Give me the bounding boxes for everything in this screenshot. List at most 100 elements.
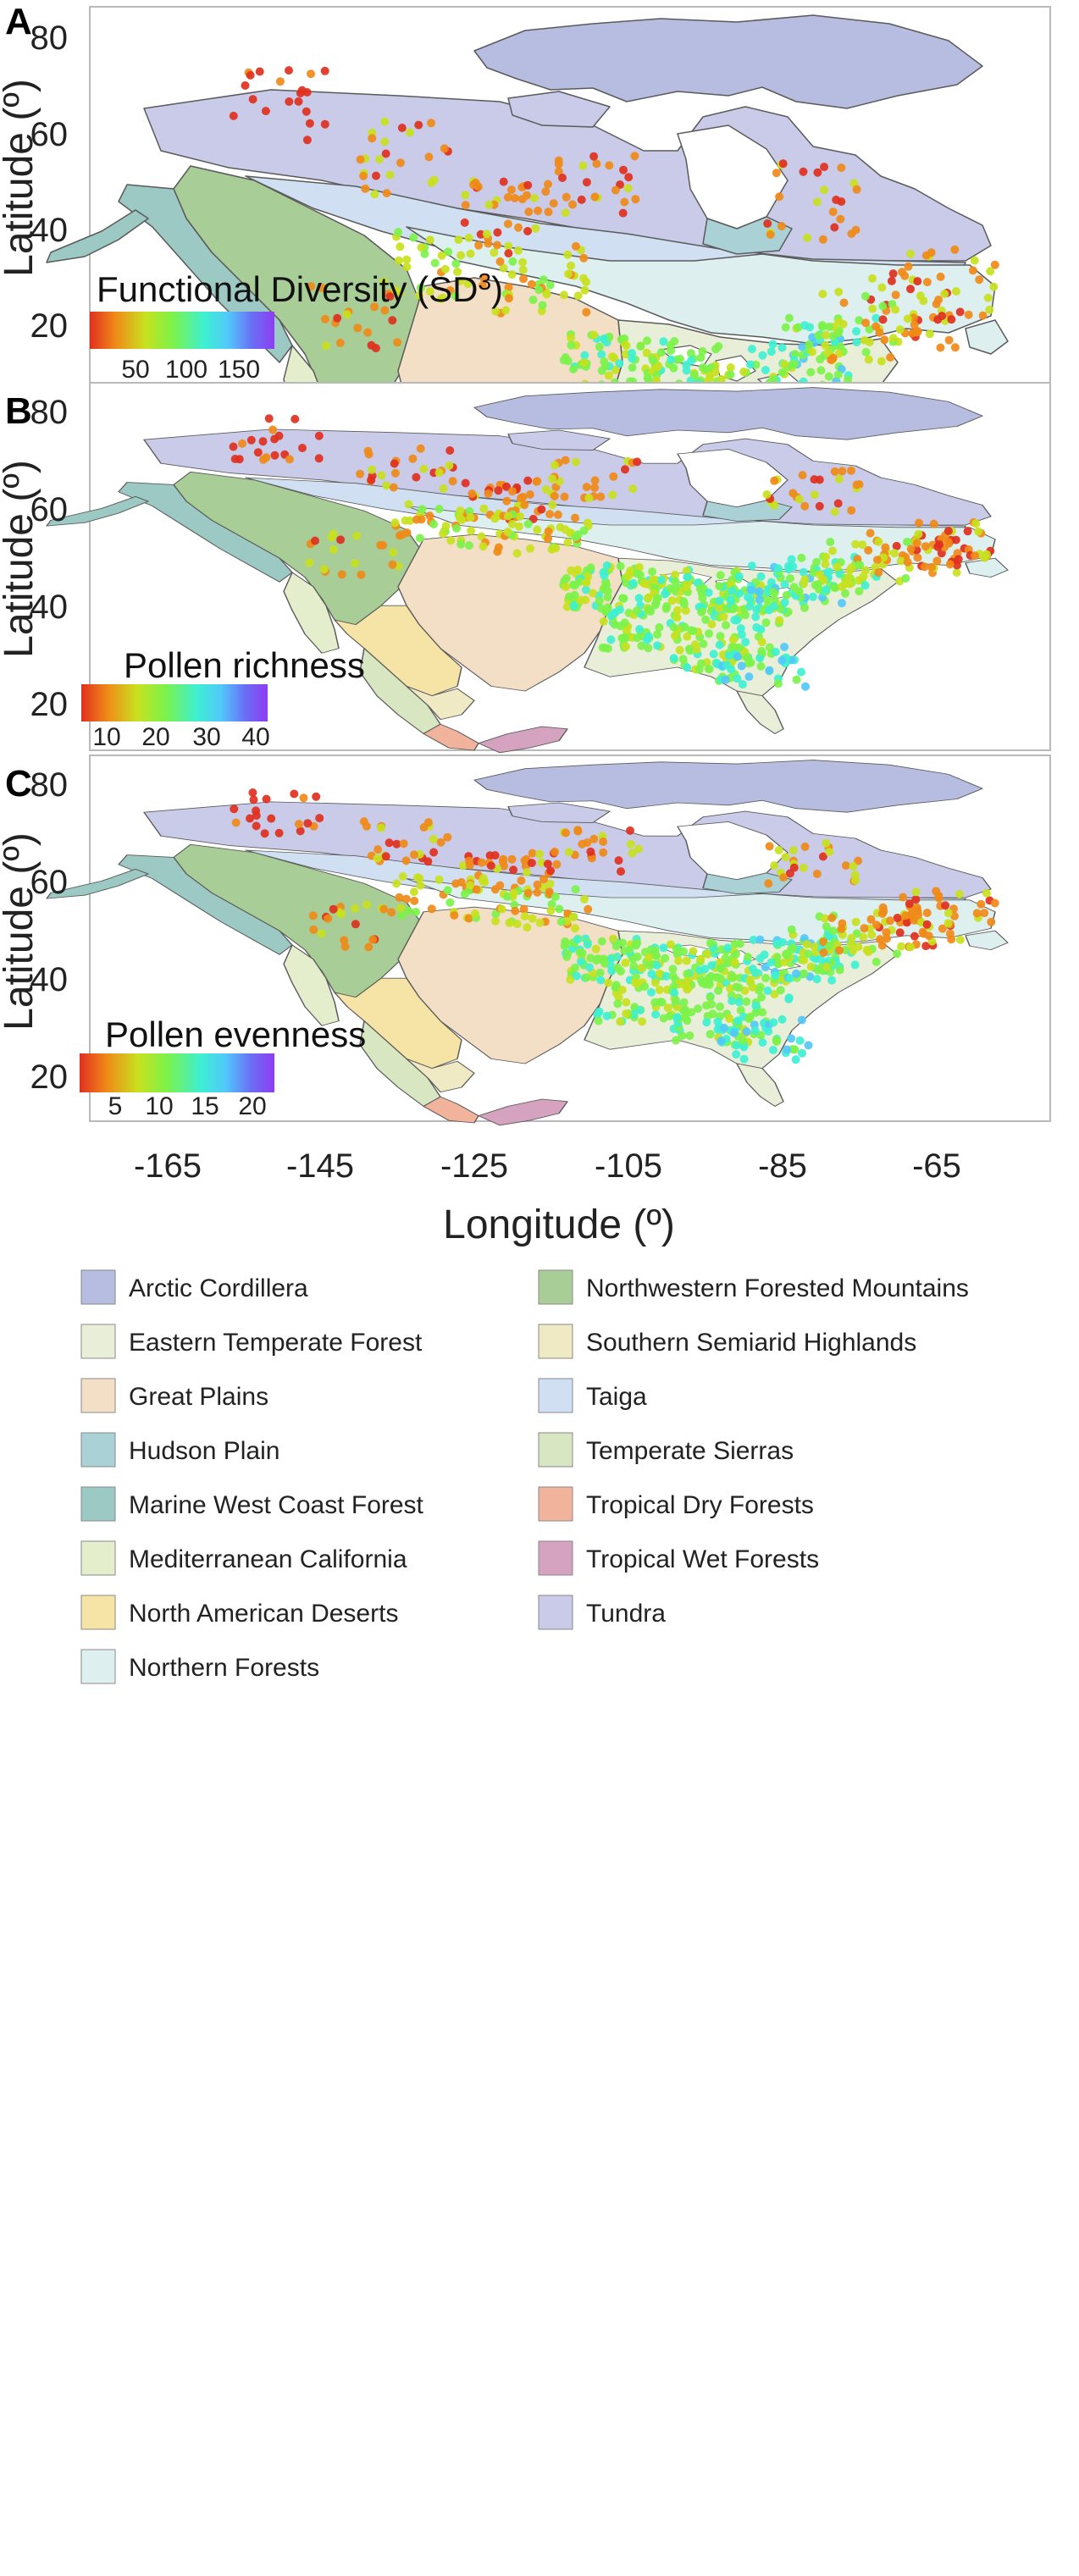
site-point <box>582 973 591 982</box>
site-point <box>622 626 631 635</box>
site-point <box>620 618 629 627</box>
site-point <box>822 962 831 971</box>
site-point <box>261 107 270 116</box>
site-point <box>395 893 404 902</box>
site-point <box>702 1018 711 1027</box>
site-point <box>800 842 810 851</box>
site-point <box>874 568 883 578</box>
site-point <box>571 513 579 522</box>
site-point <box>726 984 734 993</box>
site-point <box>932 556 942 566</box>
site-point <box>751 1001 761 1010</box>
site-point <box>659 337 668 346</box>
site-point <box>812 557 822 567</box>
site-point <box>390 468 400 478</box>
site-point <box>253 448 263 457</box>
site-point <box>739 1036 747 1045</box>
site-point <box>555 904 564 914</box>
site-point <box>723 943 733 953</box>
site-point <box>714 986 723 995</box>
site-point <box>464 914 473 923</box>
site-point <box>545 280 555 290</box>
site-point <box>706 1030 715 1039</box>
site-point <box>238 439 246 448</box>
site-point <box>784 994 794 1003</box>
site-point <box>667 346 675 355</box>
site-point <box>359 171 368 180</box>
site-point <box>875 328 884 337</box>
site-point <box>370 302 379 312</box>
panel-letter: A <box>5 1 32 42</box>
site-point <box>397 911 407 920</box>
site-point <box>230 804 239 814</box>
site-point <box>510 194 519 202</box>
y-tick-label: 40 <box>30 212 69 249</box>
site-point <box>541 187 551 196</box>
site-point <box>832 196 841 204</box>
site-point <box>584 904 593 914</box>
colorbar-tick: 5 <box>108 1092 123 1120</box>
site-point <box>445 898 455 907</box>
site-point <box>787 555 796 564</box>
legend-swatch <box>538 1486 573 1522</box>
site-point <box>622 642 630 651</box>
site-point <box>396 288 405 297</box>
site-point <box>321 314 329 323</box>
site-point <box>477 858 486 867</box>
site-point <box>618 938 628 948</box>
site-point <box>827 976 837 985</box>
site-point <box>626 826 634 835</box>
site-point <box>248 95 257 104</box>
site-point <box>794 323 803 332</box>
site-point <box>730 604 739 613</box>
site-point <box>828 353 838 362</box>
site-point <box>799 567 808 577</box>
site-point <box>783 950 792 959</box>
site-point <box>416 283 425 292</box>
site-point <box>669 654 678 663</box>
site-point <box>943 538 953 547</box>
site-point <box>551 544 561 553</box>
site-point <box>419 464 429 473</box>
site-point <box>249 795 258 804</box>
site-point <box>912 539 921 548</box>
site-point <box>835 946 844 955</box>
site-point <box>642 635 651 644</box>
legend-label: Marine West Coast Forest <box>129 1491 424 1519</box>
legend-swatch <box>80 1649 116 1684</box>
site-point <box>468 489 477 498</box>
site-point <box>757 992 766 1002</box>
site-point <box>769 1018 778 1027</box>
site-point <box>501 306 511 315</box>
site-point <box>375 155 384 164</box>
site-point <box>700 965 710 974</box>
site-point <box>879 907 888 916</box>
site-point <box>672 613 682 622</box>
site-point <box>833 329 843 338</box>
site-point <box>679 597 688 605</box>
legend-label: North American Deserts <box>129 1600 398 1628</box>
site-point <box>382 189 391 198</box>
site-point <box>611 185 620 195</box>
site-point <box>791 1055 800 1064</box>
site-point <box>512 549 522 558</box>
site-point <box>800 579 808 589</box>
site-point <box>733 1016 743 1025</box>
legend-swatch <box>80 1595 116 1630</box>
site-point <box>566 975 575 984</box>
site-point <box>824 372 833 381</box>
site-point <box>508 487 517 496</box>
site-point <box>798 342 807 351</box>
site-point <box>773 564 783 573</box>
site-point <box>599 616 608 626</box>
site-point <box>368 935 378 944</box>
site-point <box>633 633 642 643</box>
legend-swatch <box>80 1324 116 1359</box>
site-point <box>394 228 403 236</box>
site-point <box>479 281 487 290</box>
site-point <box>563 538 573 547</box>
site-point <box>305 119 314 128</box>
site-point <box>797 1015 806 1025</box>
site-point <box>777 1014 787 1024</box>
site-point <box>542 290 551 299</box>
